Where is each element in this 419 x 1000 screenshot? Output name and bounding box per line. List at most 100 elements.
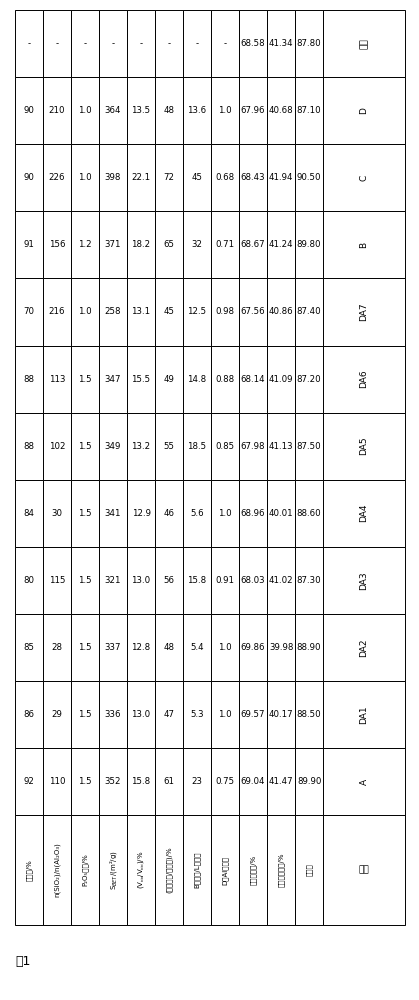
Text: 1.5: 1.5: [78, 777, 92, 786]
Text: 88.90: 88.90: [297, 643, 321, 652]
Text: 1.5: 1.5: [78, 375, 92, 384]
Bar: [211, 748, 239, 815]
Text: -: -: [140, 39, 142, 48]
Bar: [323, 346, 405, 413]
Bar: [183, 346, 211, 413]
Bar: [43, 278, 71, 346]
Text: 86: 86: [23, 710, 34, 719]
Bar: [323, 144, 405, 211]
Text: DA6: DA6: [360, 370, 369, 388]
Bar: [183, 144, 211, 211]
Bar: [43, 547, 71, 614]
Bar: [127, 614, 155, 681]
Text: 41.34: 41.34: [269, 39, 293, 48]
Text: 45: 45: [163, 307, 175, 316]
Bar: [183, 77, 211, 144]
Bar: [71, 547, 99, 614]
Bar: [43, 346, 71, 413]
Bar: [295, 413, 323, 480]
Bar: [71, 815, 99, 925]
Text: 337: 337: [105, 643, 121, 652]
Text: 47: 47: [163, 710, 175, 719]
Text: 32: 32: [191, 240, 202, 249]
Text: 67.56: 67.56: [241, 307, 265, 316]
Bar: [323, 10, 405, 77]
Text: 68.03: 68.03: [241, 576, 265, 585]
Bar: [323, 413, 405, 480]
Bar: [71, 413, 99, 480]
Bar: [127, 346, 155, 413]
Text: 1.2: 1.2: [78, 240, 92, 249]
Bar: [99, 144, 127, 211]
Text: 0.98: 0.98: [215, 307, 235, 316]
Text: 13.1: 13.1: [132, 307, 150, 316]
Bar: [239, 614, 267, 681]
Bar: [15, 748, 43, 815]
Text: 87.50: 87.50: [297, 442, 321, 451]
Text: DA2: DA2: [360, 638, 369, 657]
Bar: [99, 547, 127, 614]
Text: 48: 48: [163, 106, 175, 115]
Text: 40.68: 40.68: [269, 106, 293, 115]
Text: 40.17: 40.17: [269, 710, 293, 719]
Text: 72: 72: [163, 173, 175, 182]
Text: 41.13: 41.13: [269, 442, 293, 451]
Bar: [267, 413, 295, 480]
Text: 65: 65: [163, 240, 175, 249]
Bar: [43, 480, 71, 547]
Bar: [295, 681, 323, 748]
Text: 321: 321: [105, 576, 121, 585]
Bar: [267, 748, 295, 815]
Text: 371: 371: [105, 240, 121, 249]
Bar: [239, 144, 267, 211]
Text: B: B: [360, 242, 369, 248]
Text: 45: 45: [191, 173, 202, 182]
Bar: [183, 413, 211, 480]
Bar: [183, 211, 211, 278]
Text: 0.71: 0.71: [215, 240, 235, 249]
Bar: [323, 547, 405, 614]
Bar: [183, 278, 211, 346]
Text: 156: 156: [49, 240, 65, 249]
Text: 226: 226: [49, 173, 65, 182]
Text: 表1: 表1: [15, 955, 30, 968]
Text: 216: 216: [49, 307, 65, 316]
Text: 56: 56: [163, 576, 175, 585]
Bar: [239, 480, 267, 547]
Text: A: A: [360, 779, 369, 785]
Bar: [127, 547, 155, 614]
Bar: [99, 10, 127, 77]
Bar: [267, 144, 295, 211]
Text: 项目: 项目: [359, 866, 370, 875]
Text: 0.68: 0.68: [215, 173, 235, 182]
Bar: [15, 346, 43, 413]
Text: 0.91: 0.91: [215, 576, 235, 585]
Text: 13.5: 13.5: [132, 106, 150, 115]
Bar: [127, 211, 155, 278]
Text: DA7: DA7: [360, 303, 369, 321]
Text: 13.0: 13.0: [132, 576, 150, 585]
Text: S$_{BET}$/(m²/g): S$_{BET}$/(m²/g): [108, 850, 119, 890]
Bar: [323, 278, 405, 346]
Text: DA1: DA1: [360, 705, 369, 724]
Text: 67.96: 67.96: [241, 106, 265, 115]
Text: 92: 92: [23, 777, 34, 786]
Bar: [99, 413, 127, 480]
Text: 336: 336: [105, 710, 121, 719]
Text: 68.58: 68.58: [241, 39, 265, 48]
Text: D: D: [360, 107, 369, 114]
Bar: [155, 681, 183, 748]
Bar: [295, 614, 323, 681]
Bar: [323, 77, 405, 144]
Bar: [71, 10, 99, 77]
Bar: [295, 278, 323, 346]
Text: 90.50: 90.50: [297, 173, 321, 182]
Bar: [43, 815, 71, 925]
Text: 14.8: 14.8: [187, 375, 207, 384]
Text: 辛烷值: 辛烷值: [306, 864, 313, 876]
Text: 89.80: 89.80: [297, 240, 321, 249]
Text: 110: 110: [49, 777, 65, 786]
Text: 5.3: 5.3: [190, 710, 204, 719]
Bar: [99, 346, 127, 413]
Text: DA3: DA3: [360, 571, 369, 590]
